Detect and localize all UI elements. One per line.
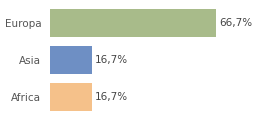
Text: 66,7%: 66,7% bbox=[220, 18, 253, 28]
Text: 16,7%: 16,7% bbox=[95, 92, 128, 102]
Text: 16,7%: 16,7% bbox=[95, 55, 128, 65]
Bar bbox=[50, 9, 216, 37]
Bar bbox=[50, 46, 92, 74]
Bar bbox=[50, 83, 92, 111]
